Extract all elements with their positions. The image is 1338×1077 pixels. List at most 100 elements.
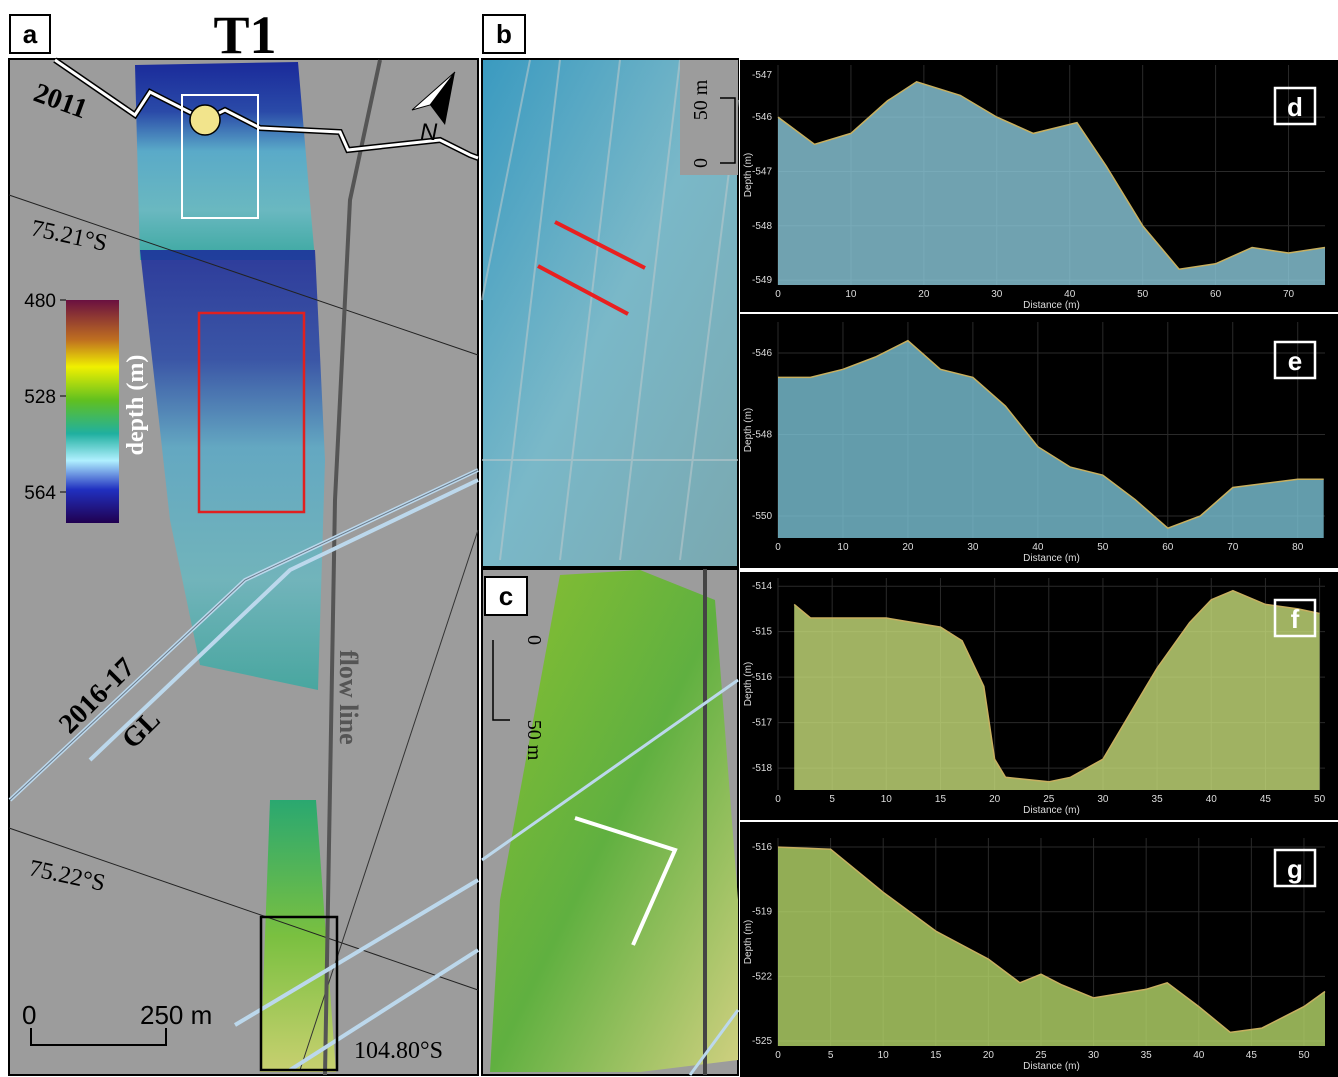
colorbar-title: depth (m): [123, 355, 149, 456]
x-tick-label: 0: [775, 542, 781, 553]
panel-label: e: [1288, 346, 1302, 376]
y-tick-label: -550: [752, 511, 772, 522]
x-tick-label: 20: [989, 794, 1001, 805]
profile-line: [793, 589, 1320, 783]
x-tick-label: 35: [1141, 1050, 1153, 1061]
lat-line: [8, 827, 479, 991]
scale-label: 250 m: [140, 1000, 212, 1030]
panel-label-box: [1273, 848, 1317, 888]
y-tick-label: -516: [752, 672, 772, 683]
x-tick-label: 70: [1283, 289, 1295, 300]
gl-line: [481, 678, 739, 862]
scale-label: 0: [22, 1000, 36, 1030]
y-tick-label: -522: [752, 971, 772, 982]
y-axis-label: Depth (m): [743, 662, 754, 706]
x-tick-label: 70: [1227, 542, 1239, 553]
profile-area: [778, 81, 1325, 285]
colorbar-tick-label: 480: [24, 291, 56, 312]
x-tick-label: 40: [1032, 542, 1044, 553]
x-tick-label: 50: [1097, 542, 1109, 553]
y-tick-label: -549: [752, 275, 772, 286]
x-tick-label: 35: [1152, 794, 1164, 805]
x-tick-label: 50: [1314, 794, 1326, 805]
box-c: [259, 915, 339, 1072]
gl-line: [233, 878, 480, 1027]
gl-line: [9, 469, 479, 801]
scale-label: 0: [690, 158, 712, 168]
swath: [260, 800, 336, 1072]
y-axis-label: Depth (m): [743, 920, 754, 964]
line: [299, 529, 479, 1071]
profile-line: [777, 846, 1326, 1034]
x-axis-label: Distance (m): [1023, 553, 1080, 564]
panel-label-box: [9, 14, 51, 54]
y-tick-label: -546: [752, 112, 772, 123]
flow-line: [323, 59, 382, 1076]
lat-line: [8, 194, 479, 356]
panel-label-box: [484, 576, 528, 616]
x-tick-label: 45: [1246, 1050, 1258, 1061]
flow-label: flow line: [334, 650, 363, 745]
panel-label: c: [499, 581, 513, 611]
x-tick-label: 20: [902, 542, 914, 553]
scale-label: 50 m: [690, 79, 712, 120]
panel-label-box: [1273, 86, 1317, 126]
colorbar: [66, 300, 119, 523]
swath: [490, 570, 738, 1072]
lon-label: 104.80°S: [354, 1038, 443, 1064]
gl-line: [688, 1009, 740, 1076]
x-axis-label: Distance (m): [1023, 805, 1080, 816]
x-tick-label: 0: [775, 289, 781, 300]
profile-line: [537, 264, 629, 316]
x-tick-label: 30: [967, 542, 979, 553]
panel-label: f: [1291, 604, 1300, 634]
x-tick-label: 15: [930, 1050, 942, 1061]
scale-bg: [680, 60, 738, 175]
y-axis-label: Depth (m): [743, 408, 754, 452]
y-tick-label: -517: [752, 718, 772, 729]
profile-line: [777, 80, 1326, 271]
scale-bar: [30, 1028, 167, 1046]
x-tick-label: 25: [1035, 1050, 1047, 1061]
x-tick-label: 30: [1097, 794, 1109, 805]
x-tick-label: 40: [1206, 794, 1218, 805]
profile-line: [554, 220, 646, 270]
y-tick-label: -548: [752, 221, 772, 232]
panel-label-box: [1273, 340, 1317, 380]
x-tick-label: 60: [1210, 289, 1222, 300]
gl-line: [288, 948, 480, 1072]
profile-area: [778, 340, 1324, 538]
site-marker: [189, 104, 221, 136]
x-tick-label: 10: [845, 289, 857, 300]
box-red: [197, 311, 306, 514]
north-arrow: [430, 72, 455, 125]
panel-label: g: [1287, 854, 1303, 884]
y-tick-label: -516: [752, 842, 772, 853]
figure-title: T1: [213, 5, 276, 65]
panel-label-box: [482, 14, 526, 54]
x-tick-label: 45: [1260, 794, 1272, 805]
profile-area: [794, 590, 1320, 790]
panel-label: a: [23, 19, 38, 49]
x-tick-label: 40: [1064, 289, 1076, 300]
y-tick-label: -518: [752, 763, 772, 774]
x-tick-label: 25: [1043, 794, 1055, 805]
x-tick-label: 5: [828, 1050, 834, 1061]
x-tick-label: 10: [837, 542, 849, 553]
scale-bar: [492, 640, 510, 721]
panel-label: d: [1287, 92, 1303, 122]
x-axis-label: Distance (m): [1023, 300, 1080, 311]
profile-line: [778, 339, 1324, 530]
box-b: [181, 94, 259, 219]
colorbar-tick-label: 528: [24, 387, 56, 408]
x-tick-label: 10: [881, 794, 893, 805]
x-tick-label: 60: [1162, 542, 1174, 553]
scale-bar: [720, 97, 736, 164]
y-tick-label: -515: [752, 627, 772, 638]
x-tick-label: 0: [775, 794, 781, 805]
x-tick-label: 30: [991, 289, 1003, 300]
x-axis-label: Distance (m): [1023, 1061, 1080, 1072]
x-tick-label: 15: [935, 794, 947, 805]
y-tick-label: -548: [752, 429, 772, 440]
